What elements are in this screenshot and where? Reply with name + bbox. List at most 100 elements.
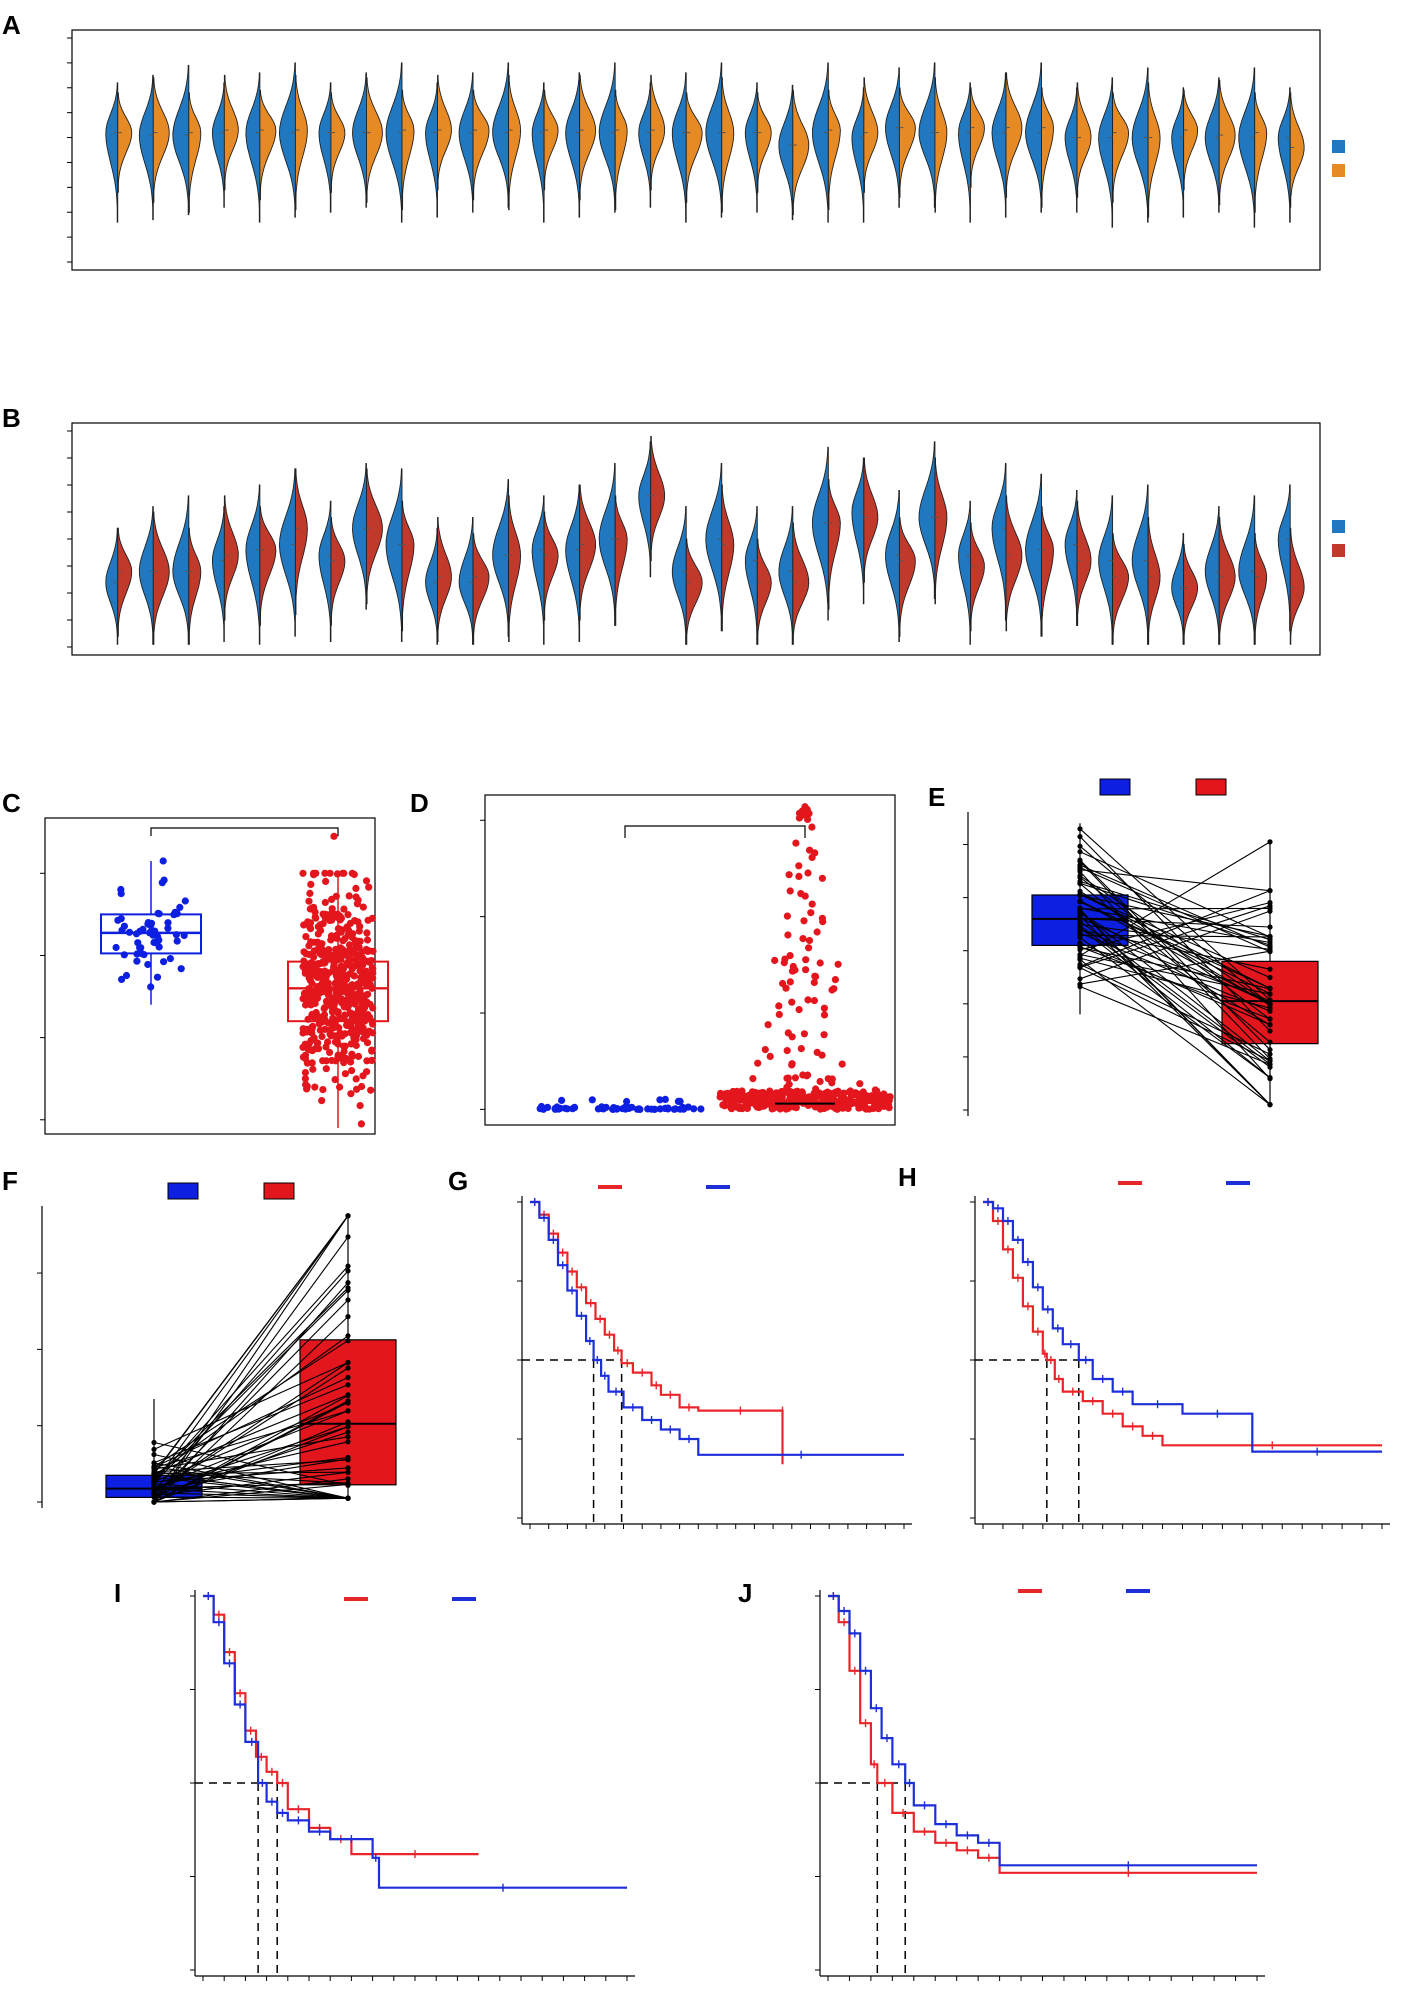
data-point	[802, 956, 810, 964]
data-point	[802, 966, 810, 974]
violin-tumor	[885, 489, 900, 643]
pair-point	[1077, 909, 1083, 915]
pair-point	[151, 1451, 157, 1458]
data-point	[117, 890, 125, 898]
violin-tumor	[812, 62, 829, 223]
data-point	[336, 1083, 344, 1091]
data-point	[661, 1095, 669, 1103]
pair-line	[153, 1421, 349, 1503]
violin-tumor	[638, 82, 652, 208]
data-point	[348, 1067, 356, 1075]
pair-point	[1267, 934, 1273, 940]
violin-tumor	[705, 462, 723, 632]
violin-normal	[508, 495, 522, 643]
pair-line	[1079, 967, 1271, 1062]
violin-normal	[792, 89, 810, 216]
pair-line	[153, 1289, 349, 1484]
plot-frame-D	[484, 794, 896, 1126]
violin-tumor	[105, 82, 119, 223]
data-point	[319, 1086, 327, 1094]
data-point	[563, 1105, 571, 1113]
pair-point	[345, 1476, 351, 1482]
pair-line	[1079, 851, 1271, 938]
violin-tumor	[1171, 533, 1185, 645]
data-point	[334, 992, 342, 1000]
data-point	[315, 989, 324, 997]
pair-point	[345, 1263, 351, 1269]
violin-normal	[259, 506, 277, 626]
data-point	[348, 965, 356, 973]
violin-tumor	[492, 62, 510, 208]
violin-normal	[188, 92, 202, 213]
pair-line	[153, 1215, 349, 1503]
violin-tumor	[245, 72, 261, 223]
data-point	[609, 1105, 617, 1113]
violin-tumor	[318, 500, 332, 643]
data-point	[363, 936, 372, 944]
data-point	[797, 890, 805, 898]
pair-line	[1079, 957, 1271, 1009]
pair-point	[1077, 888, 1083, 895]
data-point	[536, 1105, 544, 1113]
data-point	[810, 978, 818, 987]
data-point	[885, 1096, 893, 1105]
data-point	[354, 1052, 363, 1060]
pair-line	[1079, 915, 1271, 1106]
data-point	[800, 1030, 809, 1038]
data-point	[363, 1039, 372, 1047]
pair-point	[345, 1439, 351, 1445]
pair-point	[1267, 948, 1273, 954]
pair-line	[1079, 920, 1271, 1065]
pair-point	[345, 1213, 351, 1219]
violin-tumor	[492, 479, 510, 637]
violin-tumor	[991, 72, 1007, 218]
violin-normal	[1289, 527, 1305, 645]
data-point	[311, 913, 319, 921]
data-point	[348, 1052, 356, 1060]
data-point	[786, 952, 794, 960]
pair-line	[153, 1395, 349, 1503]
pair-point	[345, 1359, 351, 1366]
violin-tumor	[778, 84, 794, 221]
data-point	[304, 918, 312, 926]
pair-line	[153, 1466, 349, 1499]
data-point	[318, 1097, 326, 1105]
pair-line	[153, 1384, 349, 1464]
data-point	[330, 1003, 338, 1011]
data-point	[307, 880, 315, 889]
pair-line	[153, 1467, 349, 1483]
panel-label-D: D	[410, 788, 429, 818]
data-point	[356, 937, 364, 945]
legend-swatch-tumor	[1195, 778, 1227, 796]
data-point	[333, 972, 341, 980]
pair-point	[1077, 899, 1083, 905]
data-point	[349, 993, 357, 1001]
data-point	[804, 869, 812, 877]
data-point	[310, 963, 318, 971]
pair-line	[153, 1265, 349, 1482]
data-point	[114, 916, 122, 924]
data-point	[784, 1098, 792, 1106]
data-point	[301, 1069, 309, 1077]
violin-normal	[294, 74, 308, 211]
pair-line	[153, 1496, 349, 1499]
data-point	[793, 1097, 801, 1105]
data-point	[305, 897, 313, 905]
pair-point	[1267, 942, 1273, 948]
max-point	[801, 803, 809, 811]
violin-normal	[934, 457, 948, 605]
violin-normal	[1112, 92, 1130, 203]
data-point	[792, 839, 800, 847]
data-point	[345, 941, 354, 949]
data-point	[314, 938, 322, 946]
data-point	[310, 947, 318, 955]
pair-line	[1079, 900, 1271, 1005]
data-point	[352, 884, 360, 893]
km-curve-low	[203, 1594, 627, 1889]
pair-point	[1267, 839, 1273, 845]
pair-point	[1077, 834, 1083, 840]
km-curve-low	[983, 1200, 1382, 1453]
pair-line	[1079, 875, 1271, 1005]
pair-point	[151, 1485, 157, 1491]
data-point	[348, 981, 356, 989]
